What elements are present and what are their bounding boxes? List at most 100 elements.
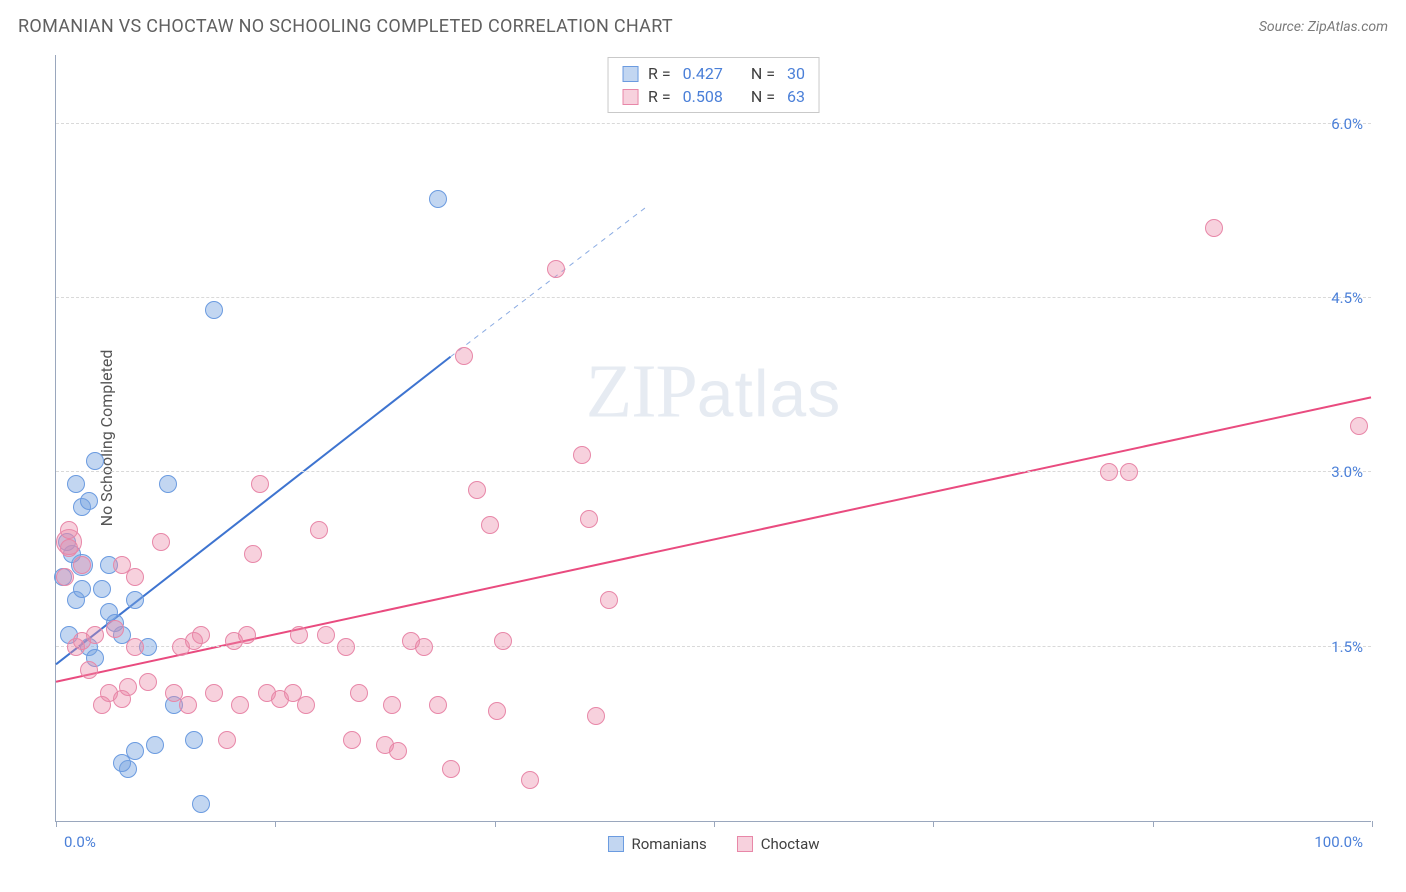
r-label: R = xyxy=(648,87,671,106)
data-point-choctaw xyxy=(56,568,74,586)
swatch-romanians xyxy=(622,66,638,82)
data-point-choctaw xyxy=(573,446,591,464)
trend-lines-layer xyxy=(56,55,1371,821)
data-point-choctaw xyxy=(60,521,78,539)
data-point-romanians xyxy=(80,492,98,510)
data-point-choctaw xyxy=(119,678,137,696)
grid-line xyxy=(56,123,1371,124)
data-point-choctaw xyxy=(152,533,170,551)
data-point-choctaw xyxy=(600,591,618,609)
legend-label: Choctaw xyxy=(761,835,820,853)
data-point-choctaw xyxy=(1350,417,1368,435)
x-tick xyxy=(714,821,715,827)
data-point-choctaw xyxy=(251,475,269,493)
data-point-choctaw xyxy=(521,771,539,789)
data-point-choctaw xyxy=(415,638,433,656)
correlation-row-choctaw: R = 0.508 N = 63 xyxy=(622,85,805,108)
data-point-romanians xyxy=(146,736,164,754)
chart-header: ROMANIAN VS CHOCTAW NO SCHOOLING COMPLET… xyxy=(18,16,1388,37)
x-tick xyxy=(933,821,934,827)
x-tick xyxy=(56,821,57,827)
grid-line xyxy=(56,471,1371,472)
data-point-choctaw xyxy=(587,707,605,725)
legend-item-choctaw: Choctaw xyxy=(737,835,820,853)
data-point-choctaw xyxy=(350,684,368,702)
data-point-choctaw xyxy=(383,696,401,714)
r-value: 0.508 xyxy=(683,87,723,106)
data-point-choctaw xyxy=(225,632,243,650)
swatch-choctaw xyxy=(622,89,638,105)
legend-label: Romanians xyxy=(631,835,706,853)
data-point-choctaw xyxy=(73,556,91,574)
y-tick-label: 4.5% xyxy=(1331,289,1363,307)
data-point-choctaw xyxy=(389,742,407,760)
data-point-romanians xyxy=(159,475,177,493)
data-point-choctaw xyxy=(290,626,308,644)
data-point-choctaw xyxy=(179,696,197,714)
data-point-choctaw xyxy=(468,481,486,499)
chart-title: ROMANIAN VS CHOCTAW NO SCHOOLING COMPLET… xyxy=(18,16,673,37)
data-point-choctaw xyxy=(106,620,124,638)
data-point-choctaw xyxy=(205,684,223,702)
data-point-choctaw xyxy=(580,510,598,528)
data-point-romanians xyxy=(86,452,104,470)
data-point-romanians xyxy=(126,591,144,609)
swatch-icon xyxy=(737,836,753,852)
n-value: 30 xyxy=(787,64,805,83)
data-point-choctaw xyxy=(343,731,361,749)
data-point-choctaw xyxy=(244,545,262,563)
grid-line xyxy=(56,297,1371,298)
data-point-romanians xyxy=(93,580,111,598)
data-point-choctaw xyxy=(310,521,328,539)
n-label: N = xyxy=(751,64,775,83)
data-point-choctaw xyxy=(218,731,236,749)
data-point-choctaw xyxy=(455,347,473,365)
y-tick-label: 1.5% xyxy=(1331,638,1363,656)
x-tick xyxy=(495,821,496,827)
watermark-sub: atlas xyxy=(697,357,841,431)
n-label: N = xyxy=(751,87,775,106)
data-point-choctaw xyxy=(86,626,104,644)
data-point-choctaw xyxy=(317,626,335,644)
trend-line-dash-romanians xyxy=(451,206,648,357)
data-point-romanians xyxy=(73,580,91,598)
data-point-choctaw xyxy=(547,260,565,278)
swatch-icon xyxy=(607,836,623,852)
data-point-romanians xyxy=(113,754,131,772)
data-point-romanians xyxy=(429,190,447,208)
x-tick xyxy=(1372,821,1373,827)
data-point-choctaw xyxy=(488,702,506,720)
correlation-legend: R =0.427N =30R =0.508N =63 xyxy=(607,57,820,113)
legend-item-romanians: Romanians xyxy=(607,835,706,853)
grid-line xyxy=(56,646,1371,647)
data-point-choctaw xyxy=(429,696,447,714)
source-label: Source: ZipAtlas.com xyxy=(1259,19,1388,35)
y-tick-label: 3.0% xyxy=(1331,463,1363,481)
chart-container: ROMANIAN VS CHOCTAW NO SCHOOLING COMPLET… xyxy=(0,0,1406,892)
chart-plot-area: ZIPatlas No Schooling Completed 0.0% 100… xyxy=(55,55,1371,822)
series-legend: Romanians Choctaw xyxy=(607,835,819,853)
data-point-romanians xyxy=(205,301,223,319)
data-point-romanians xyxy=(185,731,203,749)
watermark: ZIPatlas xyxy=(586,349,841,436)
data-point-choctaw xyxy=(1205,219,1223,237)
watermark-main: ZIP xyxy=(586,350,697,434)
data-point-choctaw xyxy=(139,673,157,691)
x-tick xyxy=(1153,821,1154,827)
data-point-choctaw xyxy=(1120,463,1138,481)
data-point-choctaw xyxy=(126,568,144,586)
data-point-romanians xyxy=(67,475,85,493)
r-label: R = xyxy=(648,64,671,83)
data-point-choctaw xyxy=(126,638,144,656)
y-axis-title: No Schooling Completed xyxy=(97,350,116,527)
data-point-choctaw xyxy=(60,539,78,557)
x-axis-min-label: 0.0% xyxy=(64,833,96,851)
data-point-choctaw xyxy=(494,632,512,650)
x-axis-max-label: 100.0% xyxy=(1314,833,1363,851)
data-point-choctaw xyxy=(481,516,499,534)
y-tick-label: 6.0% xyxy=(1331,115,1363,133)
n-value: 63 xyxy=(787,87,805,106)
data-point-choctaw xyxy=(231,696,249,714)
data-point-choctaw xyxy=(297,696,315,714)
x-tick xyxy=(275,821,276,827)
